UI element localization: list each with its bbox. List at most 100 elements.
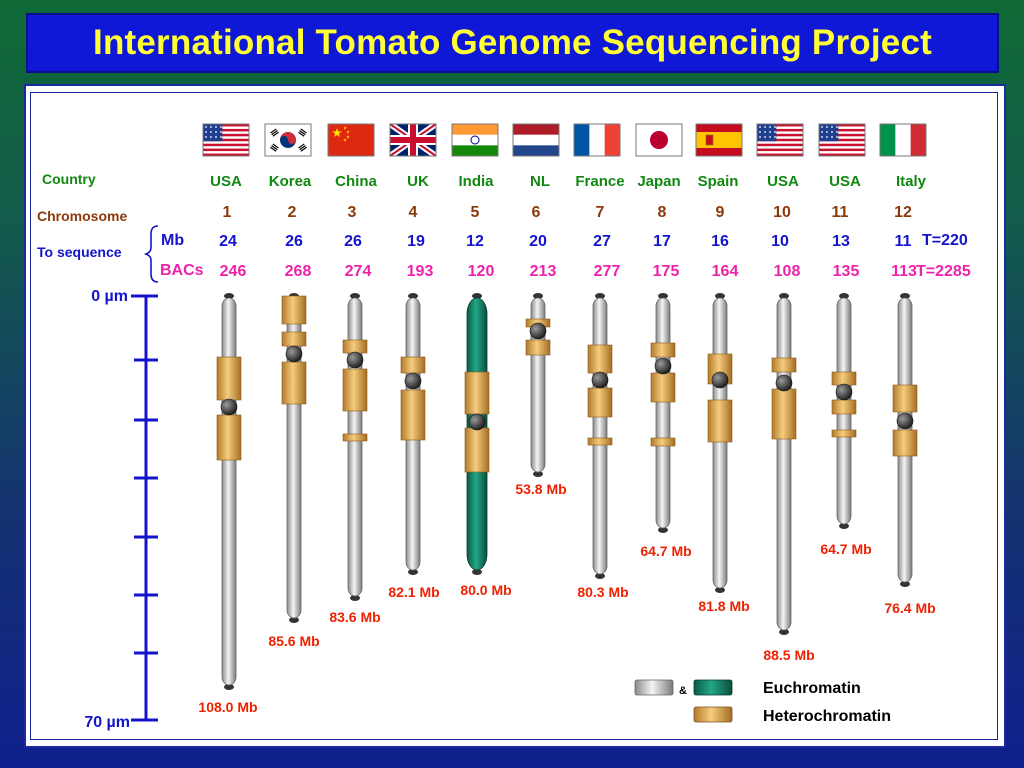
mb-value: 19 — [407, 233, 425, 250]
scale-bar — [131, 294, 158, 722]
chromosome-body — [712, 297, 728, 589]
mb-value: 27 — [593, 233, 611, 250]
scale-top-label: 0 µm — [91, 288, 128, 305]
label-to-sequence: To sequence — [37, 244, 122, 260]
chromosome-number: 12 — [894, 204, 912, 221]
heterochromatin-band — [342, 433, 368, 442]
heterochromatin-band — [216, 356, 242, 401]
heterochromatin-band — [400, 356, 426, 374]
legend-ampersand: & — [679, 685, 687, 697]
mb-value: 12 — [466, 233, 484, 250]
legend-heterochromatin-swatch — [693, 706, 733, 723]
centromere — [346, 351, 364, 369]
label-country: Country — [42, 171, 96, 187]
telomere-top — [779, 293, 789, 299]
chromosome-body — [776, 297, 792, 631]
telomere-bottom — [289, 617, 299, 623]
centromere — [591, 371, 609, 389]
telomere-bottom — [408, 569, 418, 575]
chromosome-body — [655, 297, 671, 529]
chromosome-body — [592, 297, 608, 575]
chromosome-column: Spain 9 16 164 81.8 Mb — [695, 123, 750, 614]
telomere-top — [900, 293, 910, 299]
chromosome-number: 8 — [658, 204, 667, 221]
heterochromatin-band — [587, 344, 613, 374]
label-chromosome: Chromosome — [37, 208, 127, 224]
centromere — [775, 374, 793, 392]
centromere — [654, 357, 672, 375]
heterochromatin-band — [464, 371, 490, 415]
chromosome-size-label: 64.7 Mb — [640, 543, 691, 559]
uk-flag-icon — [388, 121, 438, 159]
chromosome-size-label: 83.6 Mb — [329, 609, 380, 625]
telomere-top — [224, 293, 234, 299]
chromosome-number: 9 — [716, 204, 725, 221]
chromosome-column: Italy 12 11 113 76.4 Mb — [879, 123, 936, 616]
telomere-top — [595, 293, 605, 299]
chromosome-size-label: 80.0 Mb — [460, 582, 511, 598]
chromosome-column: USA 10 10 108 88.5 Mb — [756, 123, 815, 663]
mb-value: 10 — [771, 233, 789, 250]
chromosome-number: 7 — [596, 204, 605, 221]
mb-value: 26 — [285, 233, 303, 250]
usa-flag-icon — [818, 123, 866, 157]
bacs-value: 120 — [468, 263, 495, 280]
bacs-value: 213 — [530, 263, 557, 280]
chromosome-column: USA 11 13 135 64.7 Mb — [818, 123, 872, 557]
bacs-value: 108 — [774, 263, 801, 280]
chromosome-size-label: 108.0 Mb — [198, 699, 257, 715]
country-label: Korea — [269, 173, 312, 190]
india-flag-icon — [451, 123, 499, 157]
bacs-value: 113 — [891, 263, 917, 280]
country-label: Spain — [698, 173, 739, 190]
chromosome-size-label: 88.5 Mb — [763, 647, 814, 663]
chromosome-column: India 5 12 120 80.0 Mb — [451, 123, 512, 598]
legend-heterochromatin-label: Heterochromatin — [763, 708, 891, 725]
chromosome-column: UK 4 19 193 82.1 Mb — [388, 121, 440, 600]
telomere-bottom — [779, 629, 789, 635]
telomere-bottom — [839, 523, 849, 529]
heterochromatin-band — [464, 427, 490, 473]
bacs-value: 277 — [594, 263, 621, 280]
centromere — [711, 371, 729, 389]
telomere-bottom — [350, 595, 360, 601]
heterochromatin-band — [525, 339, 551, 356]
mb-value: 17 — [653, 233, 671, 250]
bacs-value: 135 — [833, 263, 860, 280]
country-label: Italy — [896, 173, 927, 190]
chromosome-column: France 7 27 277 80.3 Mb — [573, 123, 629, 600]
diagram-panel-inner-border — [30, 92, 998, 740]
chromosome-size-label: 81.8 Mb — [698, 598, 749, 614]
country-label: China — [335, 173, 377, 190]
telomere-top — [408, 293, 418, 299]
telomere-bottom — [472, 569, 482, 575]
country-label: USA — [767, 173, 799, 190]
heterochromatin-band — [216, 414, 242, 461]
heterochromatin-band — [831, 429, 857, 438]
legend-euchromatin-green-swatch — [693, 679, 733, 696]
heterochromatin-band — [892, 429, 918, 457]
chromosome-number: 11 — [832, 204, 849, 221]
italy-flag-icon — [879, 123, 927, 157]
country-label: USA — [829, 173, 861, 190]
usa-flag-icon — [756, 123, 804, 157]
heterochromatin-band — [342, 339, 368, 354]
legend-euchromatin-label: Euchromatin — [763, 680, 861, 697]
heterochromatin-band — [650, 437, 676, 447]
netherlands-flag-icon — [512, 123, 560, 157]
legend-euchromatin-gray-swatch — [634, 679, 674, 696]
centromere — [285, 345, 303, 363]
telomere-bottom — [533, 471, 543, 477]
telomere-top — [839, 293, 849, 299]
telomere-bottom — [595, 573, 605, 579]
brace-icon — [143, 225, 159, 283]
page-title: International Tomato Genome Sequencing P… — [93, 23, 932, 62]
bacs-value: 175 — [653, 263, 680, 280]
label-bacs: BACs — [160, 262, 204, 279]
label-mb: Mb — [161, 232, 184, 249]
chromosome-column: China 3 26 274 83.6 Mb — [327, 123, 381, 625]
heterochromatin-band — [587, 387, 613, 418]
heterochromatin-band — [831, 399, 857, 415]
centromere — [896, 412, 914, 430]
spain-flag-icon — [695, 123, 743, 157]
